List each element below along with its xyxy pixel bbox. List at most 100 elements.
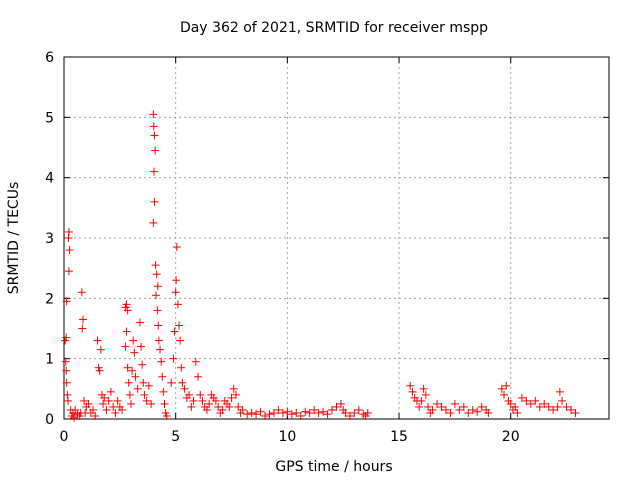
data-point — [91, 411, 100, 420]
data-point — [142, 396, 151, 405]
data-point — [406, 381, 415, 390]
data-point — [160, 399, 169, 408]
data-point — [408, 387, 417, 396]
data-point — [278, 408, 287, 417]
data-point — [231, 390, 240, 399]
data-point — [553, 402, 562, 411]
data-point — [243, 410, 252, 419]
data-point — [415, 402, 424, 411]
data-point — [159, 387, 168, 396]
data-point — [473, 407, 482, 416]
data-point — [180, 384, 189, 393]
data-point — [153, 306, 162, 315]
data-point — [191, 357, 200, 366]
data-point — [172, 276, 181, 285]
data-point — [323, 410, 332, 419]
data-point — [459, 402, 468, 411]
y-tick-label: 1 — [45, 352, 54, 368]
data-point — [332, 402, 341, 411]
data-point — [198, 396, 207, 405]
data-point — [522, 396, 531, 405]
data-point — [363, 408, 372, 417]
data-point — [62, 333, 71, 342]
data-point — [328, 405, 337, 414]
data-point — [151, 261, 160, 270]
data-point — [477, 402, 486, 411]
data-point — [234, 402, 243, 411]
data-point — [202, 405, 211, 414]
data-point — [131, 372, 140, 381]
data-point — [500, 390, 509, 399]
data-point — [104, 396, 113, 405]
y-tick-label: 0 — [45, 412, 54, 428]
data-point — [502, 381, 511, 390]
data-point — [176, 336, 185, 345]
data-point — [173, 300, 182, 309]
data-point — [319, 407, 328, 416]
data-point — [274, 405, 283, 414]
x-tick-label: 10 — [278, 429, 296, 445]
data-point — [314, 408, 323, 417]
data-point — [336, 399, 345, 408]
data-point — [151, 146, 160, 155]
data-point — [128, 366, 137, 375]
data-point — [170, 327, 179, 336]
data-point — [95, 366, 104, 375]
y-tick-label: 6 — [45, 50, 54, 66]
data-point — [205, 399, 214, 408]
data-point — [428, 405, 437, 414]
data-point — [150, 131, 159, 140]
data-point — [135, 318, 144, 327]
y-tick-label: 3 — [45, 231, 54, 247]
data-point — [296, 411, 305, 420]
data-point — [287, 410, 296, 419]
data-point — [419, 384, 428, 393]
data-point — [62, 297, 71, 306]
data-point — [100, 393, 109, 402]
data-point — [157, 357, 166, 366]
data-point — [123, 363, 132, 372]
x-tick-label: 15 — [390, 429, 408, 445]
data-point — [218, 405, 227, 414]
data-point — [80, 396, 89, 405]
data-point — [149, 110, 158, 119]
data-point — [63, 390, 72, 399]
data-point — [137, 342, 146, 351]
data-point — [261, 411, 270, 420]
data-point — [229, 384, 238, 393]
data-point — [567, 405, 576, 414]
data-points — [61, 110, 580, 422]
data-point — [194, 372, 203, 381]
data-point — [158, 372, 167, 381]
data-point — [169, 354, 178, 363]
data-point — [484, 408, 493, 417]
data-point — [140, 390, 149, 399]
data-point — [549, 405, 558, 414]
data-point — [133, 384, 142, 393]
data-point — [124, 378, 133, 387]
data-point — [73, 410, 82, 419]
data-point — [189, 396, 198, 405]
data-point — [153, 282, 162, 291]
data-point — [417, 396, 426, 405]
x-tick-label: 5 — [171, 429, 180, 445]
data-point — [558, 396, 567, 405]
data-point — [123, 306, 132, 315]
data-point — [62, 378, 71, 387]
x-tick-label: 20 — [502, 429, 520, 445]
data-point — [129, 336, 138, 345]
data-point — [506, 399, 515, 408]
data-point — [109, 402, 118, 411]
data-point — [139, 378, 148, 387]
data-point — [147, 399, 156, 408]
data-point — [354, 405, 363, 414]
data-point — [65, 246, 74, 255]
data-point — [152, 270, 161, 279]
data-point — [162, 411, 171, 420]
data-point — [345, 411, 354, 420]
data-point — [172, 243, 181, 252]
data-point — [185, 390, 194, 399]
data-point — [225, 402, 234, 411]
data-point — [305, 408, 314, 417]
data-point — [175, 321, 184, 330]
